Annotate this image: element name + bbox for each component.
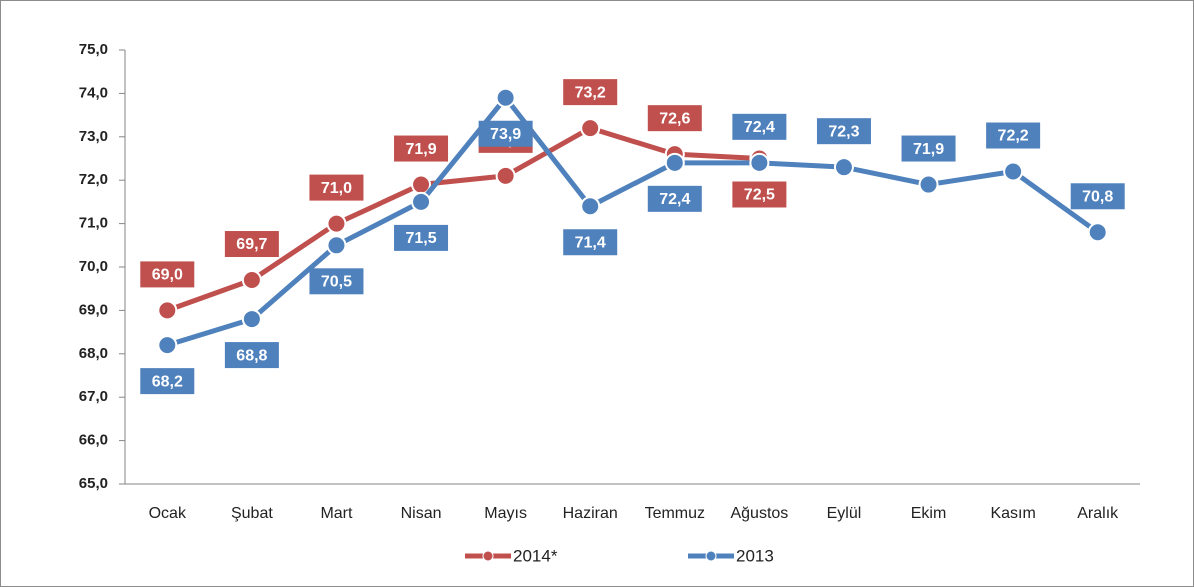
point xyxy=(1087,222,1108,243)
value-label: 73,9 xyxy=(490,126,521,143)
y-tick-label: 75,0 xyxy=(79,41,108,58)
y-tick-label: 65,0 xyxy=(79,475,108,492)
point xyxy=(495,165,516,186)
x-tick-label: Mayıs xyxy=(484,505,527,522)
legend-marker xyxy=(482,550,494,562)
y-tick-label: 69,0 xyxy=(79,301,108,318)
value-label: 72,6 xyxy=(659,110,690,127)
point xyxy=(833,157,854,178)
x-tick-label: Nisan xyxy=(401,505,442,522)
y-tick-label: 67,0 xyxy=(79,388,108,405)
label-box xyxy=(901,135,956,162)
point xyxy=(580,118,601,139)
series-line xyxy=(166,125,760,313)
y-tick-label: 73,0 xyxy=(79,128,108,145)
label-box xyxy=(140,261,195,288)
value-label: 73,2 xyxy=(575,84,606,101)
y-tick-label: 72,0 xyxy=(79,171,108,188)
value-label: 72,4 xyxy=(659,191,690,208)
y-tick-label: 70,0 xyxy=(79,258,108,275)
x-tick-label: Temmuz xyxy=(645,505,705,522)
label-box xyxy=(986,122,1041,149)
y-tick-label: 74,0 xyxy=(79,84,108,101)
point xyxy=(326,213,347,234)
value-label: 70,8 xyxy=(1082,188,1113,205)
value-label: 71,9 xyxy=(405,141,436,158)
label-box xyxy=(563,229,618,256)
label-box xyxy=(732,113,787,140)
value-label: 71,0 xyxy=(321,180,352,197)
point xyxy=(1003,161,1024,182)
y-tick-label: 68,0 xyxy=(79,345,108,362)
value-label: 71,4 xyxy=(575,234,606,251)
y-tick-label: 71,0 xyxy=(79,215,108,232)
label-box xyxy=(647,105,702,132)
legend-label: 2013 xyxy=(736,546,774,565)
legend-marker xyxy=(705,550,717,562)
label-box xyxy=(816,118,871,145)
value-label: 72,4 xyxy=(744,119,775,136)
label-box xyxy=(224,342,279,369)
label-box xyxy=(1070,183,1125,210)
label-box xyxy=(647,185,702,212)
x-tick-label: Haziran xyxy=(563,505,618,522)
value-label: 72,3 xyxy=(828,123,859,140)
x-tick-label: Eylül xyxy=(827,505,862,522)
label-box xyxy=(478,120,533,147)
x-tick-label: Ocak xyxy=(149,505,187,522)
label-box xyxy=(394,224,449,251)
x-tick-label: Mart xyxy=(320,505,353,522)
x-tick-label: Şubat xyxy=(231,505,273,522)
value-label: 71,9 xyxy=(913,141,944,158)
point xyxy=(664,152,685,173)
label-box xyxy=(394,135,449,162)
label-box xyxy=(309,268,364,295)
point xyxy=(918,174,939,195)
label-box xyxy=(224,231,279,258)
point xyxy=(749,152,770,173)
value-label: 68,8 xyxy=(236,347,267,364)
x-tick-label: Ekim xyxy=(911,505,947,522)
value-label: 72,2 xyxy=(998,128,1029,145)
point xyxy=(326,235,347,256)
label-box xyxy=(140,368,195,395)
point xyxy=(241,309,262,330)
value-label: 68,2 xyxy=(152,373,183,390)
value-label: 69,0 xyxy=(152,267,183,284)
point xyxy=(157,300,178,321)
point xyxy=(241,270,262,291)
value-label: 70,5 xyxy=(321,274,352,291)
x-tick-label: Ağustos xyxy=(730,505,788,522)
x-tick-label: Kasım xyxy=(990,505,1035,522)
label-box xyxy=(732,181,787,208)
point xyxy=(411,191,432,212)
series-line xyxy=(166,95,1100,348)
label-box xyxy=(563,79,618,106)
legend-label: 2014* xyxy=(513,546,558,565)
point xyxy=(580,196,601,217)
point xyxy=(157,335,178,356)
value-label: 72,5 xyxy=(744,187,775,204)
x-tick-label: Aralık xyxy=(1077,505,1119,522)
point xyxy=(495,87,516,108)
value-label: 69,7 xyxy=(236,236,267,253)
value-label: 71,5 xyxy=(405,230,436,247)
label-box xyxy=(309,174,364,201)
y-tick-label: 66,0 xyxy=(79,432,108,449)
